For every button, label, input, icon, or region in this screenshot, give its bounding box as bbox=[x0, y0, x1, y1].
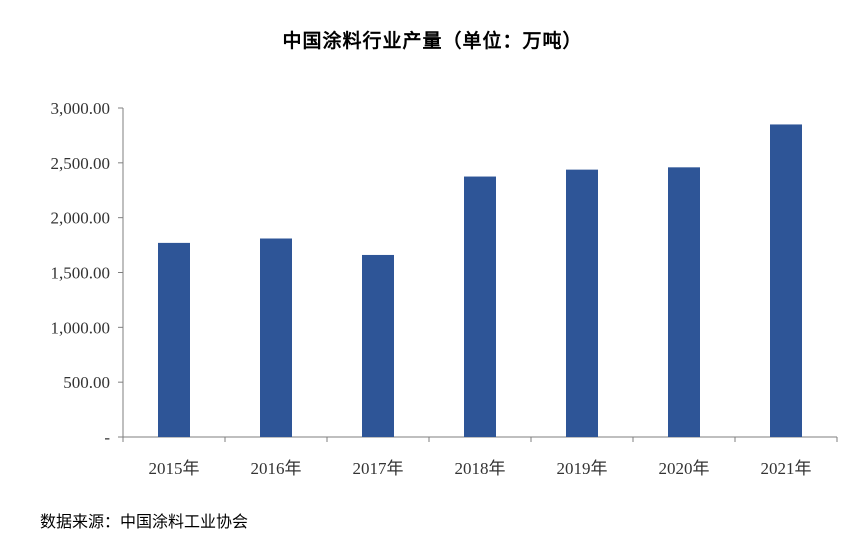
x-tick-label: 2020年 bbox=[659, 459, 710, 478]
bar bbox=[566, 169, 598, 437]
bar bbox=[260, 238, 292, 437]
y-tick-label: 500.00 bbox=[63, 373, 110, 392]
y-tick-label: 2,000.00 bbox=[51, 209, 111, 228]
x-tick-label: 2018年 bbox=[455, 459, 506, 478]
x-tick-label: 2021年 bbox=[761, 459, 812, 478]
y-tick-label: 3,000.00 bbox=[51, 99, 111, 118]
bar bbox=[668, 167, 700, 438]
bar bbox=[362, 254, 394, 437]
y-tick-label: 1,500.00 bbox=[51, 264, 111, 283]
source-note: 数据来源：中国涂料工业协会 bbox=[40, 512, 249, 531]
bar bbox=[158, 242, 190, 437]
x-tick-label: 2017年 bbox=[353, 459, 404, 478]
y-tick-label: 2,500.00 bbox=[51, 154, 111, 173]
x-tick-label: 2019年 bbox=[557, 459, 608, 478]
x-tick-label: 2016年 bbox=[251, 459, 302, 478]
chart-title: 中国涂料行业产量（单位：万吨） bbox=[282, 30, 583, 52]
x-tick-label: 2015年 bbox=[149, 459, 200, 478]
bar bbox=[770, 124, 802, 437]
bar bbox=[464, 176, 496, 437]
y-tick-label: - bbox=[104, 428, 110, 447]
bar-chart: - 500.00 1,000.00 1,500.00 2,000.00 2,500.00 3… bbox=[51, 99, 838, 478]
y-tick-label: 1,000.00 bbox=[51, 318, 111, 337]
